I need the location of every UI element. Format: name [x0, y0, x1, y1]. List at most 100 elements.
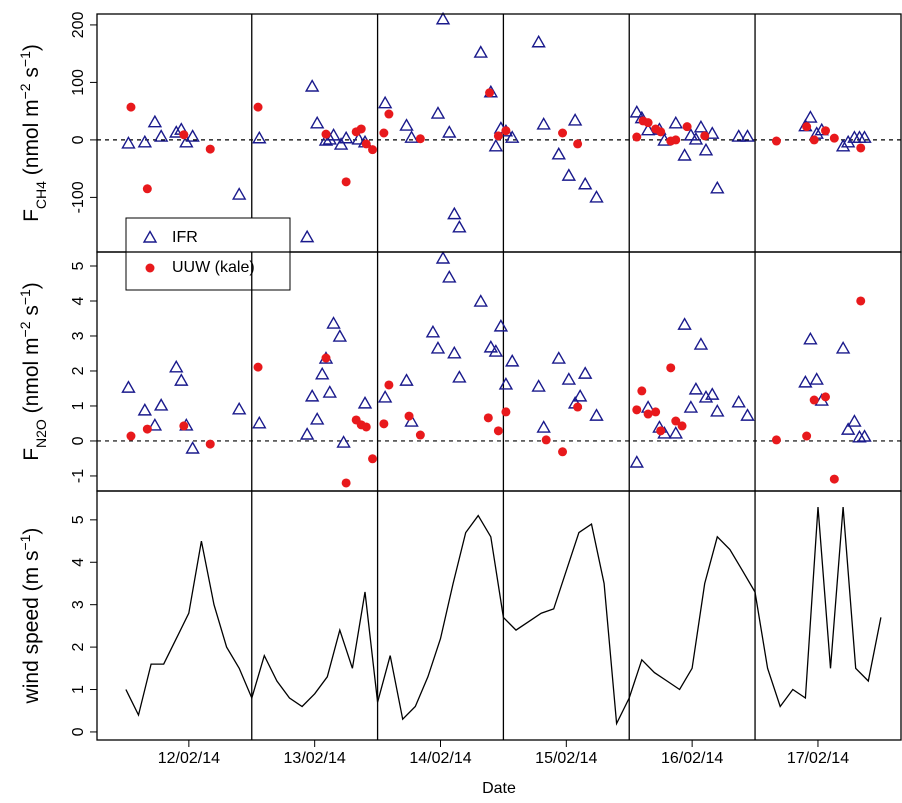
marker-triangle — [304, 388, 320, 402]
marker-triangle — [447, 206, 462, 220]
marker-circle — [541, 435, 551, 445]
marker-triangle — [425, 324, 441, 338]
y-tick-label: -100 — [70, 181, 87, 213]
marker-triangle — [693, 119, 709, 133]
y-axis-label-part: ) — [20, 528, 43, 535]
marker-triangle — [488, 138, 504, 152]
marker-triangle — [536, 117, 551, 130]
marker-triangle — [640, 122, 656, 136]
marker-circle — [321, 353, 331, 363]
y-axis-label-part: (nmol m — [20, 337, 43, 419]
marker-triangle — [430, 341, 446, 354]
marker-circle — [379, 128, 389, 138]
legend-box — [125, 217, 291, 291]
marker-triangle — [357, 395, 373, 409]
marker-triangle — [315, 366, 330, 380]
marker-triangle — [185, 441, 200, 454]
marker-triangle — [399, 373, 414, 386]
marker-triangle — [803, 110, 818, 123]
marker-triangle — [740, 129, 755, 142]
marker-triangle — [336, 435, 351, 448]
marker-triangle — [473, 294, 488, 307]
x-axis-label: Date — [482, 780, 516, 797]
marker-circle — [671, 135, 681, 145]
marker-triangle — [629, 104, 644, 118]
marker-circle — [493, 131, 503, 141]
y-axis-label: FN2O (nmol m−2 s−1) — [17, 282, 49, 461]
marker-triangle — [430, 106, 446, 119]
legend-marker — [145, 263, 155, 273]
marker-circle — [637, 386, 647, 396]
marker-circle — [126, 431, 136, 441]
marker-circle — [179, 130, 189, 140]
y-tick-label: 100 — [70, 69, 87, 96]
y-axis-label-part: N2O — [33, 419, 49, 448]
marker-circle — [656, 127, 666, 137]
marker-triangle — [169, 125, 184, 138]
marker-circle — [404, 411, 414, 421]
marker-triangle — [137, 134, 153, 148]
marker-triangle — [688, 381, 704, 395]
y-tick-label: 0 — [70, 436, 87, 445]
marker-triangle — [121, 136, 136, 149]
marker-triangle — [404, 130, 419, 143]
marker-triangle — [668, 426, 683, 439]
marker-triangle — [493, 318, 509, 332]
x-tick-label: 12/02/14 — [158, 750, 220, 767]
y-axis-label-part: (nmol m — [20, 99, 43, 181]
marker-triangle — [322, 385, 337, 398]
marker-triangle — [731, 129, 746, 142]
panel-frame — [96, 490, 902, 741]
marker-triangle — [498, 377, 514, 390]
y-axis-label-part: −1 — [17, 534, 33, 550]
marker-triangle — [677, 317, 692, 330]
marker-triangle — [798, 374, 813, 388]
marker-circle — [253, 102, 263, 112]
marker-circle — [361, 422, 371, 432]
marker-circle — [632, 405, 642, 415]
marker-triangle — [435, 11, 451, 25]
y-axis-label: wind speed (m s−1) — [17, 528, 43, 705]
marker-triangle — [531, 379, 546, 392]
marker-circle — [485, 88, 495, 98]
marker-triangle — [121, 380, 136, 393]
marker-triangle — [505, 353, 520, 367]
marker-triangle — [698, 390, 714, 403]
marker-triangle — [322, 131, 337, 145]
marker-triangle — [399, 118, 414, 131]
marker-circle — [573, 139, 583, 149]
marker-triangle — [577, 366, 593, 379]
marker-triangle — [452, 219, 467, 233]
marker-triangle — [683, 127, 699, 141]
marker-triangle — [147, 114, 163, 128]
y-tick-label: 2 — [70, 366, 87, 375]
marker-circle — [651, 407, 661, 417]
marker-triangle — [252, 415, 267, 429]
y-axis-label-part: −1 — [17, 289, 33, 305]
marker-triangle — [572, 388, 588, 402]
marker-triangle — [705, 387, 720, 400]
marker-triangle — [683, 400, 699, 413]
marker-triangle — [473, 45, 488, 58]
marker-circle — [321, 129, 331, 139]
marker-circle — [677, 421, 687, 431]
marker-triangle — [567, 113, 583, 126]
marker-triangle — [693, 337, 709, 350]
marker-circle — [126, 102, 136, 112]
marker-triangle — [326, 316, 341, 329]
x-tick-label: 17/02/14 — [787, 750, 849, 767]
marker-triangle — [299, 427, 315, 440]
marker-circle — [368, 454, 378, 464]
marker-triangle — [153, 129, 169, 142]
marker-triangle — [857, 130, 872, 143]
y-axis-label-part: −2 — [17, 321, 33, 337]
marker-circle — [384, 380, 394, 390]
legend-label: UUW (kale) — [172, 259, 255, 276]
marker-triangle — [847, 414, 862, 427]
y-axis-label-part: F — [20, 209, 43, 222]
x-tick-label: 13/02/14 — [284, 750, 346, 767]
marker-triangle — [452, 370, 467, 383]
marker-triangle — [404, 414, 419, 427]
marker-circle — [356, 124, 366, 134]
marker-triangle — [169, 359, 184, 373]
